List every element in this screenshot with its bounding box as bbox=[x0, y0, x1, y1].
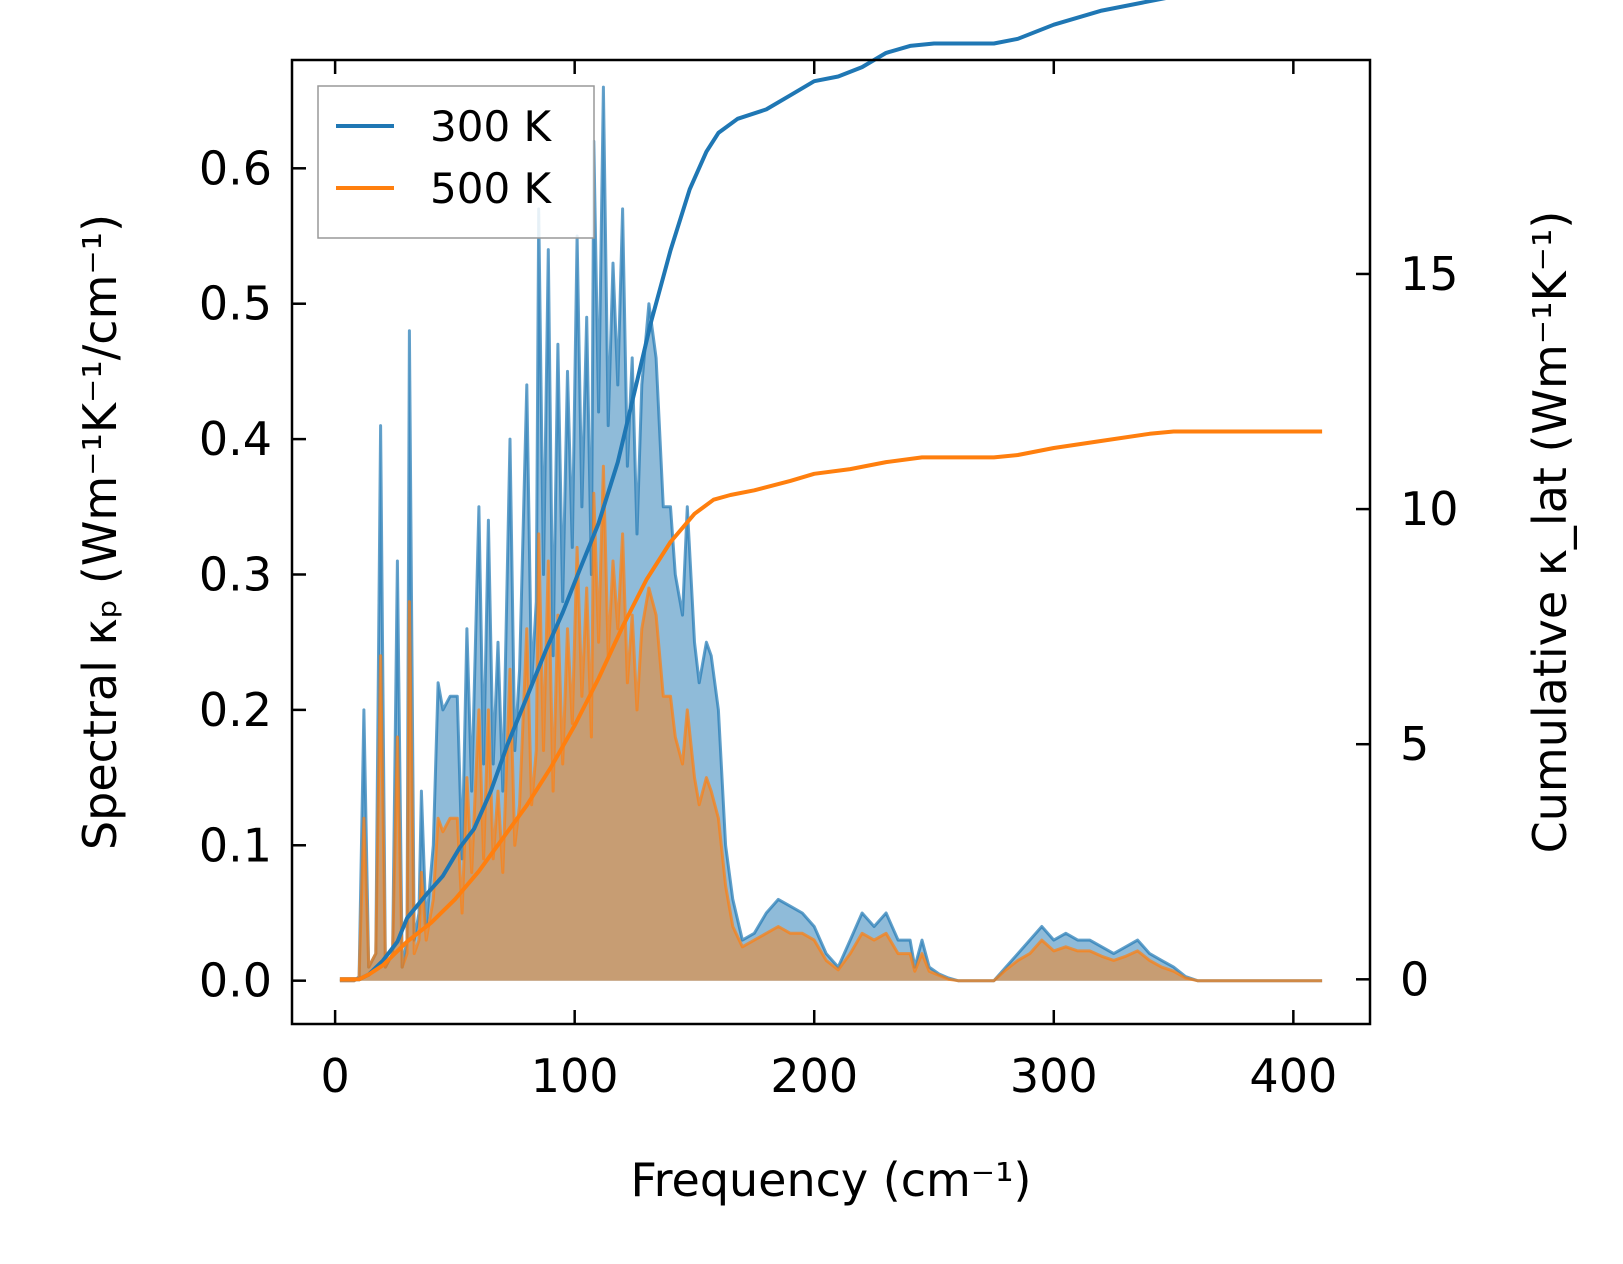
x-tick-label: 400 bbox=[1249, 1049, 1337, 1103]
left-y-tick-label: 0.2 bbox=[199, 683, 272, 737]
left-y-tick-label: 0.5 bbox=[199, 277, 272, 331]
left-y-axis-label: Spectral κₚ (Wm⁻¹K⁻¹/cm⁻¹) bbox=[73, 214, 127, 850]
plot-frame bbox=[290, 58, 1372, 1026]
right-y-tick-label: 15 bbox=[1400, 247, 1459, 301]
x-tick-label: 100 bbox=[531, 1049, 619, 1103]
spectral-line-500k bbox=[339, 464, 1323, 983]
right-y-tick-label: 10 bbox=[1400, 482, 1459, 536]
right-y-tick-label: 5 bbox=[1400, 717, 1429, 771]
legend: 300 K 500 K bbox=[317, 85, 595, 239]
right-y-axis-label: Cumulative κ_lat (Wm⁻¹K⁻¹) bbox=[1523, 211, 1577, 854]
spectral-fill-500k bbox=[339, 466, 1323, 981]
ticks: 0 100 200 300 400 0.0 0.1 0.2 0.3 0.4 0.5 0.6 0 5 10 15 bbox=[199, 60, 1459, 1103]
x-tick-label: 300 bbox=[1010, 1049, 1098, 1103]
cumulative-line-300k bbox=[339, 0, 1167, 982]
legend-label-300k: 300 K bbox=[430, 102, 553, 151]
legend-label-500k: 500 K bbox=[430, 164, 553, 213]
x-tick-label: 0 bbox=[320, 1049, 349, 1103]
x-tick-label: 200 bbox=[770, 1049, 858, 1103]
left-y-tick-label: 0.3 bbox=[199, 547, 272, 601]
left-y-tick-label: 0.0 bbox=[199, 954, 272, 1008]
cumulative-line-500k bbox=[339, 429, 1323, 982]
legend-box bbox=[317, 85, 595, 239]
cumulative-lines bbox=[339, 0, 1323, 982]
x-axis-label: Frequency (cm⁻¹) bbox=[631, 1153, 1032, 1207]
spectral-fills bbox=[339, 87, 1323, 981]
right-y-tick-label: 0 bbox=[1400, 952, 1429, 1006]
left-y-tick-label: 0.4 bbox=[199, 412, 272, 466]
left-y-tick-label: 0.1 bbox=[199, 818, 272, 872]
left-y-tick-label: 0.6 bbox=[199, 141, 272, 195]
